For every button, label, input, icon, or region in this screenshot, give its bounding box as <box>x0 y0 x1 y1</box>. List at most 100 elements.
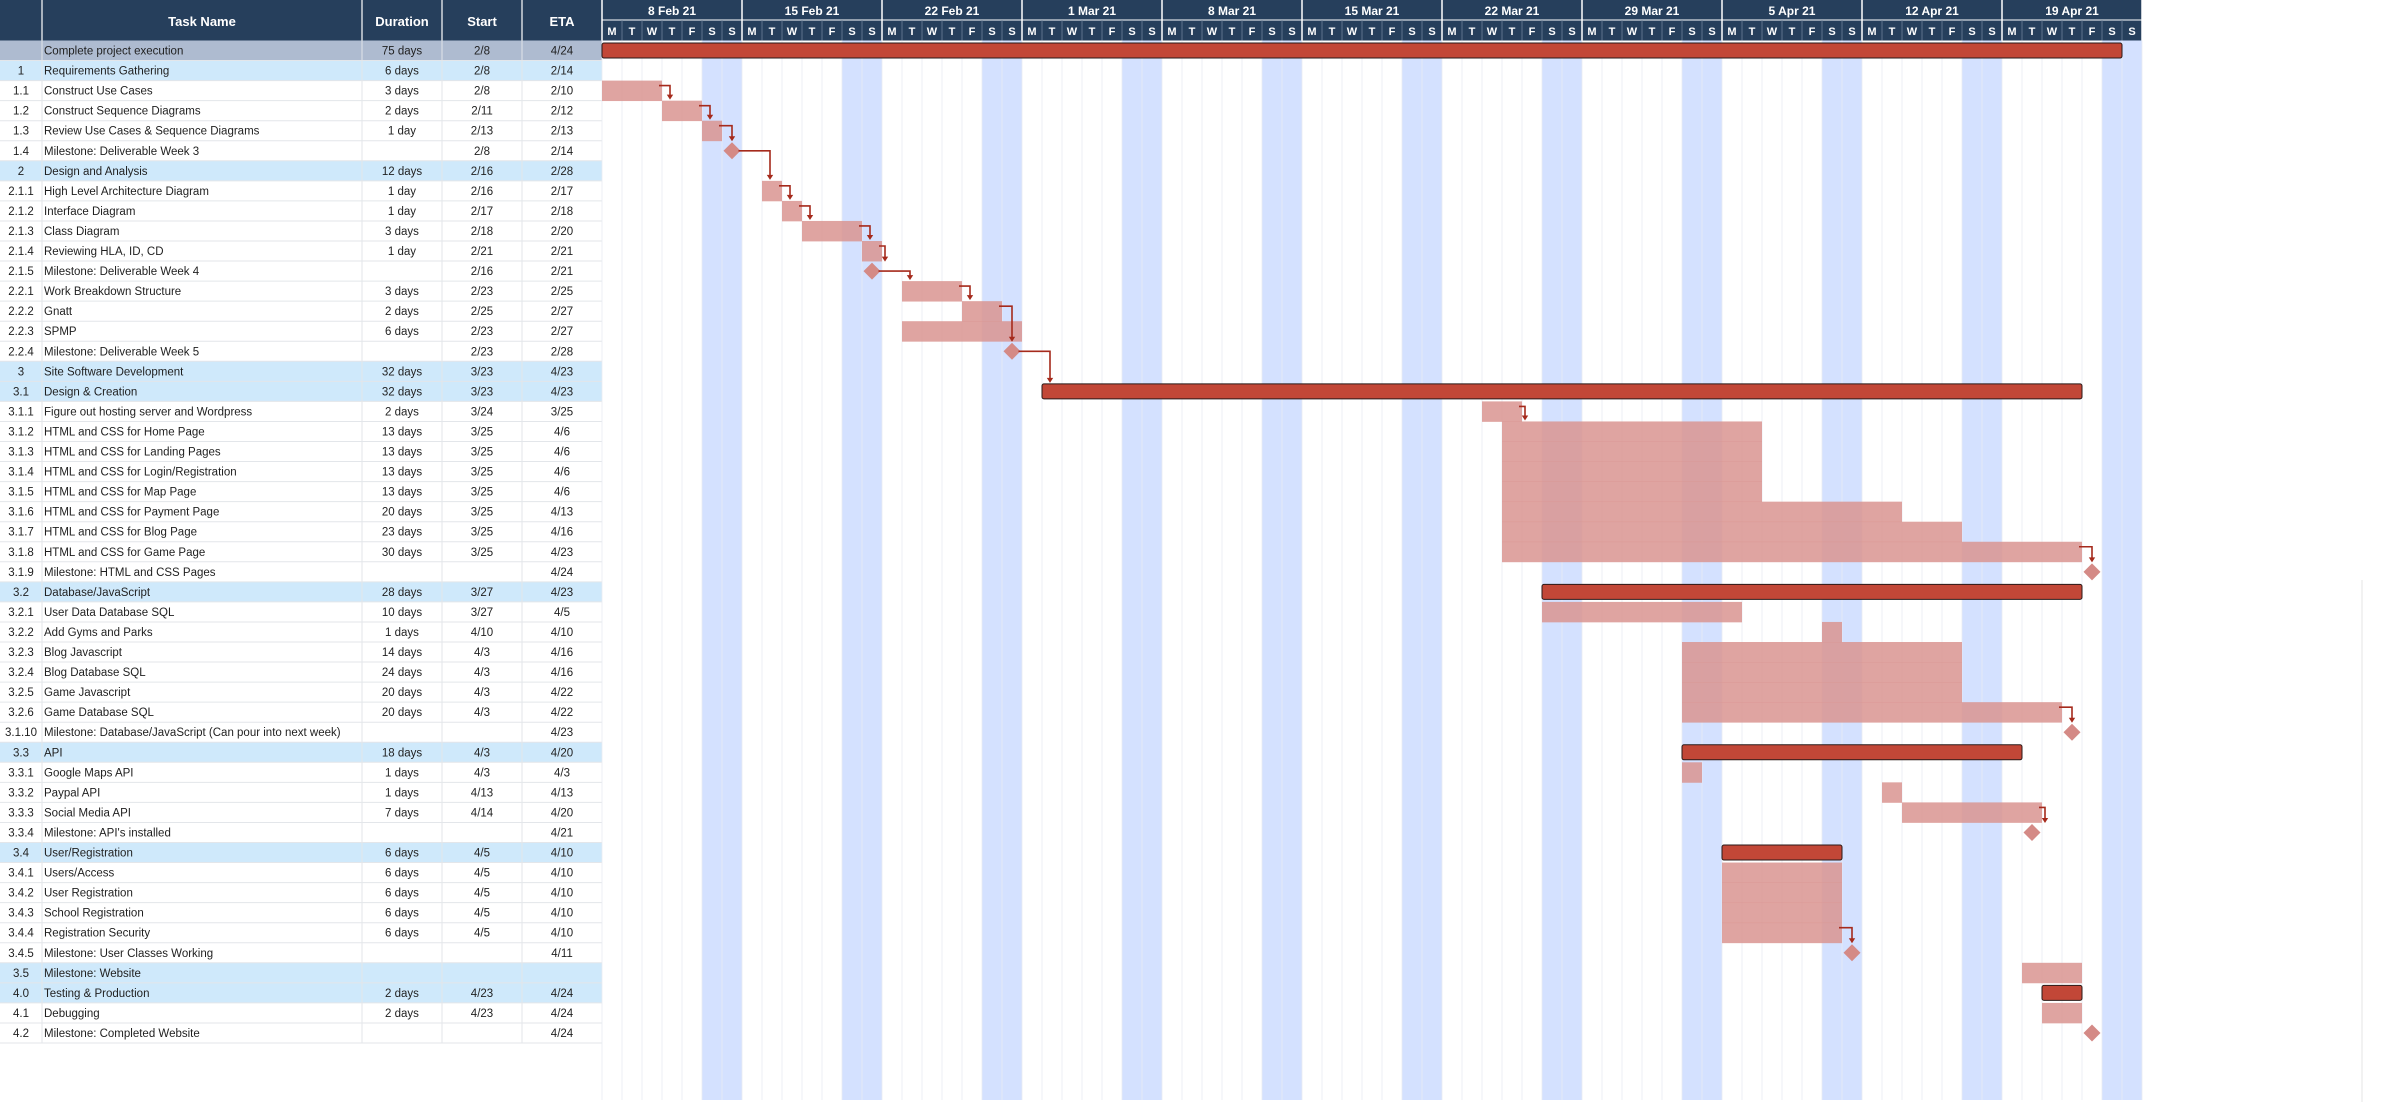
table-row[interactable]: 3.1.8 HTML and CSS for Game Page 30 days 3/… <box>8 547 573 559</box>
task-bar[interactable] <box>862 241 882 262</box>
milestone-marker[interactable] <box>863 262 881 280</box>
table-row[interactable]: 3.1.5 HTML and CSS for Map Page 13 days 3/2… <box>8 487 570 499</box>
milestone-marker[interactable] <box>2083 1024 2101 1042</box>
table-row[interactable]: 2.2.4 Milestone: Deliverable Week 5 2/23 2/… <box>8 346 573 358</box>
task-bar[interactable] <box>602 80 662 102</box>
task-bar[interactable] <box>1722 882 1842 904</box>
milestone-marker[interactable] <box>2063 723 2081 741</box>
table-row[interactable]: 2.2.3 SPMP 6 days 2/23 2/27 <box>8 326 573 338</box>
summary-bar[interactable] <box>2041 984 2083 1001</box>
task-bar[interactable] <box>902 321 1022 342</box>
table-row[interactable]: 3.2 Database/JavaScript 28 days 3/27 4/23 <box>13 587 573 599</box>
summary-bar[interactable] <box>1541 583 2083 600</box>
task-bar[interactable] <box>1722 862 1842 883</box>
table-row[interactable]: 3.5 Milestone: Website <box>13 968 141 980</box>
task-bar[interactable] <box>662 100 702 122</box>
task-bar[interactable] <box>702 120 722 142</box>
table-row[interactable]: 3.1.1 Figure out hosting server and Wordp… <box>8 406 573 418</box>
table-row[interactable]: 3.3.1 Google Maps API 1 days 4/3 4/3 <box>8 767 570 779</box>
table-row[interactable]: 1.2 Construct Sequence Diagrams 2 days 2/11… <box>13 106 573 118</box>
task-bar[interactable] <box>802 220 862 242</box>
table-row[interactable]: 2.1.1 High Level Architecture Diagram 1 da… <box>8 186 573 198</box>
task-bar[interactable] <box>2042 1002 2082 1024</box>
table-row[interactable]: 3 Site Software Development 32 days 3/23 4/2… <box>18 366 573 378</box>
table-row[interactable]: 1.1 Construct Use Cases 3 days 2/8 2/10 <box>13 86 573 98</box>
table-row[interactable]: 3.2.6 Game Database SQL 20 days 4/3 4/22 <box>8 707 573 719</box>
milestone-marker[interactable] <box>1003 342 1021 360</box>
table-row[interactable]: 3.2.1 User Data Database SQL 10 days 3/27 4/… <box>8 607 570 619</box>
table-row[interactable]: 3.2.2 Add Gyms and Parks 1 days 4/10 4/10 <box>8 627 573 639</box>
task-bar[interactable] <box>1502 481 1762 503</box>
task-bar[interactable] <box>1902 802 2042 823</box>
table-row[interactable]: 3.3 API 18 days 4/3 4/20 <box>13 747 573 759</box>
table-row[interactable]: 1 Requirements Gathering 6 days 2/8 2/14 <box>18 66 574 78</box>
summary-bar[interactable] <box>1681 744 2023 761</box>
task-bar[interactable] <box>1722 922 1842 944</box>
table-row[interactable]: 2.1.2 Interface Diagram 1 day 2/17 2/18 <box>8 206 573 218</box>
task-bar[interactable] <box>1682 682 1962 703</box>
task-bar[interactable] <box>1502 541 2082 563</box>
summary-bar[interactable] <box>1041 383 2083 400</box>
table-row[interactable]: 1.3 Review Use Cases & Sequence Diagrams 1… <box>13 126 573 138</box>
task-bar[interactable] <box>1542 601 1742 623</box>
table-row[interactable]: 3.4.1 Users/Access 6 days 4/5 4/10 <box>8 868 573 880</box>
table-row[interactable]: 3.4.4 Registration Security 6 days 4/5 4/10 <box>8 928 573 940</box>
table-row[interactable]: 3.4 User/Registration 6 days 4/5 4/10 <box>13 848 573 860</box>
milestone-marker[interactable] <box>1843 944 1861 962</box>
table-row[interactable]: 2.1.3 Class Diagram 3 days 2/18 2/20 <box>8 226 573 238</box>
table-row[interactable]: 3.1.4 HTML and CSS for Login/Registration… <box>8 467 570 479</box>
table-row[interactable]: 3.1 Design & Creation 32 days 3/23 4/23 <box>13 386 573 398</box>
table-row[interactable]: 3.1.6 HTML and CSS for Payment Page 20 day… <box>8 507 573 519</box>
task-bar[interactable] <box>902 281 962 302</box>
task-bar[interactable] <box>782 200 802 222</box>
table-row[interactable]: 3.4.2 User Registration 6 days 4/5 4/10 <box>8 888 573 900</box>
table-row[interactable]: 3.2.4 Blog Database SQL 24 days 4/3 4/16 <box>8 667 573 679</box>
task-bar[interactable] <box>1502 441 1762 462</box>
task-bar[interactable] <box>1682 762 1702 783</box>
table-row[interactable]: 3.3.4 Milestone: API's installed 4/21 <box>8 827 573 839</box>
column-header[interactable]: Duration <box>375 14 429 29</box>
task-bar[interactable] <box>1682 702 2062 723</box>
table-row[interactable]: 1.4 Milestone: Deliverable Week 3 2/8 2/14 <box>13 146 574 158</box>
table-row[interactable]: 4.2 Milestone: Completed Website 4/24 <box>13 1028 574 1040</box>
table-row[interactable]: 2 Design and Analysis 12 days 2/16 2/28 <box>18 166 573 178</box>
task-bar[interactable] <box>1682 662 1962 683</box>
table-row[interactable]: 3.1.2 HTML and CSS for Home Page 13 days 3/… <box>8 426 570 438</box>
table-row[interactable]: 2.2.1 Work Breakdown Structure 3 days 2/23 2… <box>8 286 573 298</box>
table-row[interactable]: 3.3.2 Paypal API 1 days 4/13 4/13 <box>8 787 573 799</box>
table-row[interactable]: 2.1.4 Reviewing HLA, ID, CD 1 day 2/21 2/21 <box>8 246 573 258</box>
column-header[interactable]: ETA <box>549 14 575 29</box>
task-bar[interactable] <box>1882 782 1902 803</box>
summary-bar[interactable] <box>1721 844 1843 861</box>
task-bar[interactable] <box>1822 621 1842 643</box>
task-bar[interactable] <box>1482 401 1522 422</box>
milestone-marker[interactable] <box>723 142 741 160</box>
table-row[interactable]: 3.1.9 Milestone: HTML and CSS Pages 4/24 <box>8 567 574 579</box>
summary-bar[interactable] <box>601 42 2123 59</box>
table-row[interactable]: 2.1.5 Milestone: Deliverable Week 4 2/16 2/… <box>8 266 573 278</box>
task-bar[interactable] <box>1502 461 1762 482</box>
task-bar[interactable] <box>2022 962 2082 984</box>
table-row[interactable]: 3.4.3 School Registration 6 days 4/5 4/10 <box>8 908 573 920</box>
column-header[interactable]: Task Name <box>168 14 236 29</box>
table-row[interactable]: Complete project execution 75 days 2/8 4/24 <box>44 46 574 58</box>
task-bar[interactable] <box>762 180 782 202</box>
table-row[interactable]: 2.2.2 Gnatt 2 days 2/25 2/27 <box>8 306 573 318</box>
table-row[interactable]: 3.4.5 Milestone: User Classes Working 4/11 <box>8 948 573 960</box>
task-bar[interactable] <box>962 301 1002 322</box>
task-bar[interactable] <box>1502 501 1902 523</box>
table-row[interactable]: 4.0 Testing & Production 2 days 4/23 4/24 <box>13 988 574 1000</box>
table-row[interactable]: 4.1 Debugging 2 days 4/23 4/24 <box>13 1008 574 1020</box>
table-row[interactable]: 3.1.10 Milestone: Database/JavaScript (Ca… <box>5 727 573 739</box>
table-row[interactable]: 3.1.3 HTML and CSS for Landing Pages 13 da… <box>8 447 570 459</box>
milestone-marker[interactable] <box>2023 823 2041 841</box>
table-row[interactable]: 3.1.7 HTML and CSS for Blog Page 23 days 3/… <box>8 527 573 539</box>
table-row[interactable]: 3.3.3 Social Media API 7 days 4/14 4/20 <box>8 807 573 819</box>
table-row[interactable]: 3.2.5 Game Javascript 20 days 4/3 4/22 <box>8 687 573 699</box>
task-bar[interactable] <box>1722 902 1842 924</box>
task-bar[interactable] <box>1502 421 1762 442</box>
table-row[interactable]: 3.2.3 Blog Javascript 14 days 4/3 4/16 <box>8 647 573 659</box>
column-header[interactable]: Start <box>467 14 497 29</box>
task-bar[interactable] <box>1682 642 1962 663</box>
milestone-marker[interactable] <box>2083 563 2101 581</box>
